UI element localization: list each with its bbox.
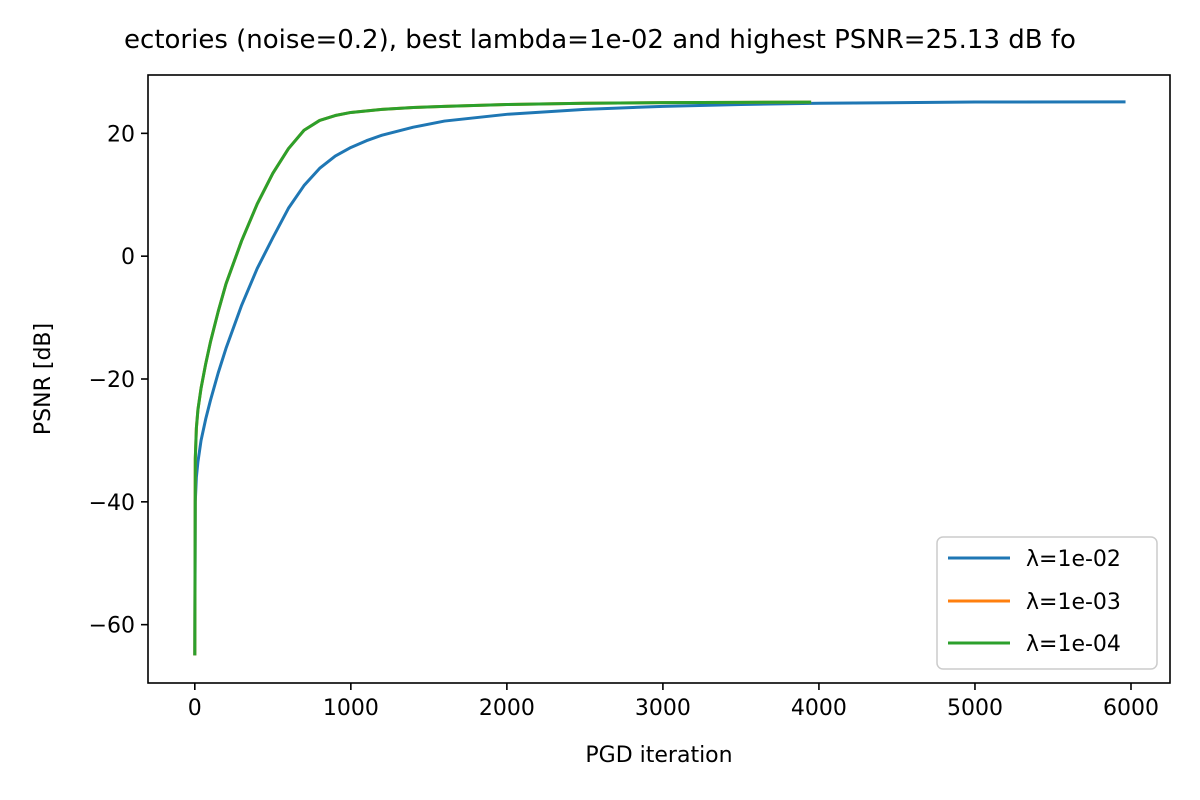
x-axis-ticks: 0 1000 2000 3000 4000 5000 6000 <box>188 683 1159 721</box>
x-tick-label: 6000 <box>1103 696 1159 721</box>
y-tick-label: −20 <box>89 368 135 393</box>
chart-title: ectories (noise=0.2), best lambda=1e-02 … <box>124 25 1076 55</box>
x-tick-label: 4000 <box>791 696 847 721</box>
legend: λ=1e-02 λ=1e-03 λ=1e-04 <box>936 536 1158 670</box>
series-layer <box>193 100 1126 656</box>
x-tick-label: 1000 <box>323 696 379 721</box>
y-tick-label: −40 <box>89 491 135 516</box>
y-axis-label: PSNR [dB] <box>31 323 56 435</box>
x-axis-label: PGD iteration <box>585 743 732 768</box>
series-line-1 <box>193 100 1126 656</box>
x-tick-label: 3000 <box>635 696 691 721</box>
y-tick-label: 20 <box>107 122 135 147</box>
legend-label-2: λ=1e-03 <box>1026 590 1121 615</box>
y-axis-ticks: −60 −40 −20 0 20 <box>89 122 148 639</box>
x-tick-label: 0 <box>188 696 202 721</box>
x-tick-label: 5000 <box>947 696 1003 721</box>
legend-label-3: λ=1e-04 <box>1026 632 1121 657</box>
x-tick-label: 2000 <box>479 696 535 721</box>
legend-box <box>936 536 1158 670</box>
legend-label-1: λ=1e-02 <box>1026 547 1121 572</box>
series-line-3 <box>193 100 812 656</box>
y-tick-label: 0 <box>121 245 135 270</box>
y-tick-label: −60 <box>89 614 135 639</box>
